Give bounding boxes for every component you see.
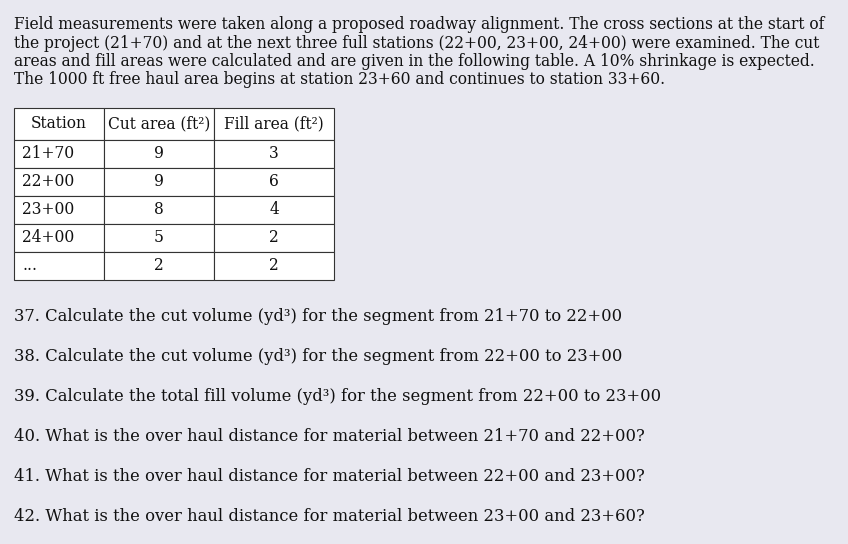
Text: 2: 2 bbox=[269, 257, 279, 275]
Bar bbox=[214, 224, 334, 252]
Bar bbox=[214, 252, 334, 280]
Text: ...: ... bbox=[22, 257, 37, 275]
Text: 9: 9 bbox=[154, 174, 164, 190]
Bar bbox=[214, 196, 334, 224]
Bar bbox=[104, 224, 214, 252]
Bar bbox=[214, 168, 334, 196]
Text: 38. Calculate the cut volume (yd³) for the segment from 22+00 to 23+00: 38. Calculate the cut volume (yd³) for t… bbox=[14, 348, 622, 365]
Bar bbox=[214, 140, 334, 168]
Bar bbox=[14, 168, 104, 196]
Bar bbox=[104, 252, 214, 280]
Text: Fill area (ft²): Fill area (ft²) bbox=[224, 115, 324, 133]
Text: 2: 2 bbox=[154, 257, 164, 275]
Text: areas and fill areas were calculated and are given in the following table. A 10%: areas and fill areas were calculated and… bbox=[14, 53, 815, 70]
Text: 24+00: 24+00 bbox=[22, 230, 75, 246]
Text: 23+00: 23+00 bbox=[22, 201, 75, 219]
Text: 8: 8 bbox=[154, 201, 164, 219]
Bar bbox=[214, 108, 334, 140]
Text: 4: 4 bbox=[269, 201, 279, 219]
Text: 41. What is the over haul distance for material between 22+00 and 23+00?: 41. What is the over haul distance for m… bbox=[14, 468, 644, 485]
Text: Cut area (ft²): Cut area (ft²) bbox=[108, 115, 210, 133]
Text: 9: 9 bbox=[154, 145, 164, 163]
Bar bbox=[104, 108, 214, 140]
Text: 2: 2 bbox=[269, 230, 279, 246]
Bar bbox=[14, 196, 104, 224]
Bar bbox=[104, 140, 214, 168]
Bar bbox=[14, 224, 104, 252]
Text: 22+00: 22+00 bbox=[22, 174, 75, 190]
Text: The 1000 ft free haul area begins at station 23+60 and continues to station 33+6: The 1000 ft free haul area begins at sta… bbox=[14, 71, 665, 89]
Text: 3: 3 bbox=[269, 145, 279, 163]
Text: Station: Station bbox=[31, 115, 87, 133]
Bar bbox=[14, 252, 104, 280]
Bar bbox=[104, 196, 214, 224]
Text: Field measurements were taken along a proposed roadway alignment. The cross sect: Field measurements were taken along a pr… bbox=[14, 16, 824, 33]
Bar bbox=[14, 108, 104, 140]
Text: 42. What is the over haul distance for material between 23+00 and 23+60?: 42. What is the over haul distance for m… bbox=[14, 508, 644, 525]
Text: the project (21+70) and at the next three full stations (22+00, 23+00, 24+00) we: the project (21+70) and at the next thre… bbox=[14, 34, 819, 52]
Text: 5: 5 bbox=[154, 230, 164, 246]
Bar bbox=[14, 140, 104, 168]
Text: 40. What is the over haul distance for material between 21+70 and 22+00?: 40. What is the over haul distance for m… bbox=[14, 428, 644, 445]
Bar bbox=[104, 168, 214, 196]
Text: 6: 6 bbox=[269, 174, 279, 190]
Text: 37. Calculate the cut volume (yd³) for the segment from 21+70 to 22+00: 37. Calculate the cut volume (yd³) for t… bbox=[14, 308, 622, 325]
Text: 39. Calculate the total fill volume (yd³) for the segment from 22+00 to 23+00: 39. Calculate the total fill volume (yd³… bbox=[14, 388, 661, 405]
Text: 21+70: 21+70 bbox=[22, 145, 74, 163]
